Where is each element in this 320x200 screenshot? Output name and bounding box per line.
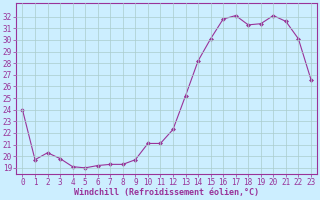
X-axis label: Windchill (Refroidissement éolien,°C): Windchill (Refroidissement éolien,°C) [74,188,259,197]
